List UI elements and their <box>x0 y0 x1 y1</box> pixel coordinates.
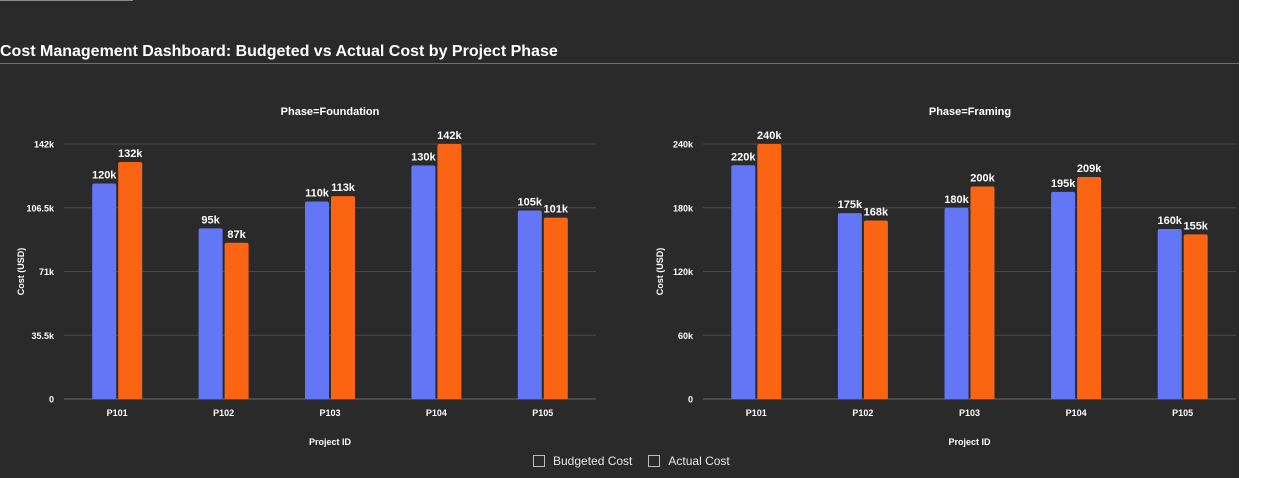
data-label-budgeted-0-1: 95k <box>201 214 220 226</box>
x-axis-label-0: Project ID <box>309 437 352 447</box>
data-label-budgeted-1-4: 160k <box>1157 215 1182 227</box>
legend-label-actual: Actual Cost <box>668 454 730 468</box>
data-label-budgeted-1-1: 175k <box>838 199 863 211</box>
bar-budgeted-1-0 <box>731 165 756 399</box>
data-label-actual-0-3: 142k <box>437 130 462 142</box>
x-tick-label-1-1: P102 <box>852 408 873 418</box>
bar-actual-0-3 <box>437 144 462 399</box>
y-tick-label-0-0: 0 <box>49 395 54 405</box>
data-label-budgeted-0-2: 110k <box>305 187 330 199</box>
data-label-actual-0-4: 101k <box>544 204 569 216</box>
y-tick-label-1-3: 180k <box>673 203 694 213</box>
y-tick-label-0-1: 35.5k <box>31 331 55 341</box>
y-tick-label-1-2: 120k <box>673 267 694 277</box>
legend-item-budgeted[interactable]: Budgeted Cost <box>533 454 632 468</box>
data-label-actual-1-2: 200k <box>970 173 995 185</box>
bar-actual-0-1 <box>224 242 249 399</box>
data-label-actual-0-2: 113k <box>331 182 356 194</box>
bar-budgeted-1-4 <box>1157 229 1182 399</box>
y-tick-label-1-4: 240k <box>673 140 694 150</box>
data-label-budgeted-1-0: 220k <box>731 151 756 163</box>
y-tick-label-0-4: 142k <box>34 140 55 150</box>
bar-actual-0-0 <box>118 161 143 399</box>
title-divider <box>0 63 1280 64</box>
y-tick-label-1-0: 0 <box>688 395 693 405</box>
bar-budgeted-1-3 <box>1051 191 1076 399</box>
data-label-actual-1-1: 168k <box>864 207 889 219</box>
bar-budgeted-0-2 <box>305 201 329 399</box>
legend: Budgeted Cost Actual Cost <box>533 454 730 468</box>
data-label-budgeted-1-2: 180k <box>944 194 969 206</box>
data-label-budgeted-0-4: 105k <box>518 196 543 208</box>
top-tab-edge <box>0 0 133 1</box>
bar-budgeted-0-0 <box>92 183 117 399</box>
data-label-budgeted-1-3: 195k <box>1051 178 1076 190</box>
legend-checkbox-actual[interactable] <box>648 455 661 467</box>
data-label-actual-0-0: 132k <box>118 148 143 160</box>
data-label-actual-1-0: 240k <box>757 130 782 142</box>
bar-actual-1-2 <box>970 186 995 399</box>
x-tick-label-0-1: P102 <box>213 408 234 418</box>
y-tick-label-0-3: 106.5k <box>26 203 55 213</box>
data-label-actual-1-4: 155k <box>1183 220 1208 232</box>
data-label-actual-0-1: 87k <box>227 229 246 241</box>
charts-canvas: Phase=Foundation 0 35.5k 71k 106.5k 142k Cost … <box>16 106 1236 447</box>
bar-actual-1-3 <box>1077 176 1102 399</box>
y-tick-label-1-1: 60k <box>678 331 694 341</box>
right-margin-strip <box>1239 0 1280 478</box>
x-tick-label-0-3: P104 <box>426 408 447 418</box>
bar-budgeted-0-1 <box>198 228 223 399</box>
x-tick-label-0-0: P101 <box>107 408 128 418</box>
bar-budgeted-0-3 <box>411 165 436 399</box>
bar-actual-1-0 <box>757 144 782 399</box>
bar-actual-1-1 <box>863 220 888 399</box>
x-tick-label-1-4: P105 <box>1172 408 1193 418</box>
x-tick-label-0-2: P103 <box>319 408 340 418</box>
legend-item-actual[interactable]: Actual Cost <box>648 454 730 468</box>
x-tick-label-1-3: P104 <box>1066 408 1087 418</box>
bar-actual-1-4 <box>1183 234 1208 399</box>
bar-budgeted-1-1 <box>837 213 862 399</box>
legend-checkbox-budgeted[interactable] <box>533 455 545 467</box>
x-axis-label-1: Project ID <box>948 437 991 447</box>
x-tick-label-1-2: P103 <box>959 408 980 418</box>
y-tick-label-0-2: 71k <box>39 267 55 277</box>
bar-actual-0-4 <box>543 217 568 399</box>
legend-label-budgeted: Budgeted Cost <box>553 454 633 468</box>
data-label-actual-1-3: 209k <box>1077 163 1102 175</box>
subplot-title-0: Phase=Foundation <box>281 106 380 118</box>
x-tick-label-1-0: P101 <box>746 408 767 418</box>
bar-budgeted-1-2 <box>944 207 969 399</box>
bar-actual-0-2 <box>331 196 355 399</box>
bar-budgeted-0-4 <box>517 210 542 399</box>
page-title: Cost Management Dashboard: Budgeted vs A… <box>0 43 558 60</box>
x-tick-label-0-4: P105 <box>532 408 553 418</box>
data-label-budgeted-0-3: 130k <box>411 152 436 164</box>
y-axis-label-1: Cost (USD) <box>655 248 665 296</box>
data-label-budgeted-0-0: 120k <box>92 170 117 182</box>
subplot-title-1: Phase=Framing <box>929 106 1011 118</box>
y-axis-label-0: Cost (USD) <box>16 248 26 296</box>
